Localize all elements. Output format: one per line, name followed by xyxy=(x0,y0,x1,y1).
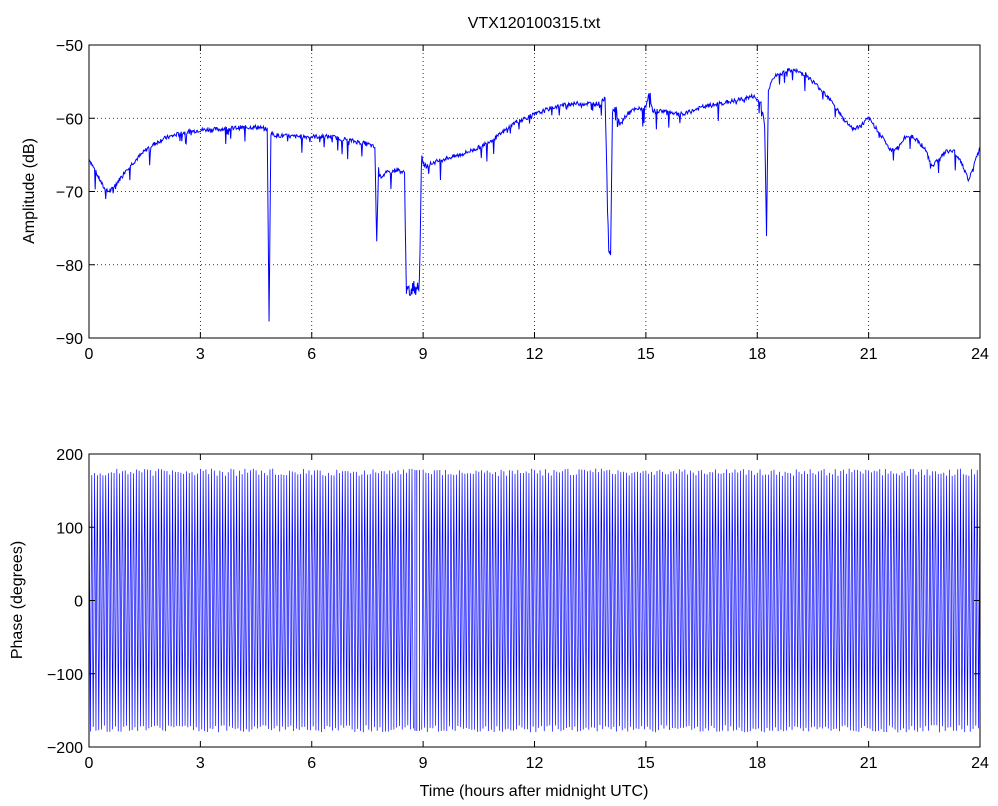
amplitude-x-tick-label: 18 xyxy=(748,346,766,363)
amplitude-ticks: 0 3 6 9 12 15 18 21 24 −90 −80 −70 −60 −50 xyxy=(56,38,989,363)
amplitude-y-tick-label: −80 xyxy=(56,258,83,275)
phase-x-tick-label: 15 xyxy=(637,755,655,772)
phase-x-tick-label: 12 xyxy=(526,755,544,772)
phase-x-tick-label: 0 xyxy=(85,755,94,772)
phase-y-tick-label: 200 xyxy=(56,447,83,464)
phase-x-tick-label: 6 xyxy=(307,755,316,772)
amplitude-axes: 0 3 6 9 12 15 18 21 24 −90 −80 −70 −60 −50 Amplitude … xyxy=(21,38,989,363)
phase-y-tick-label: −200 xyxy=(47,740,83,757)
phase-x-tick-label: 3 xyxy=(196,755,205,772)
phase-y-axis-label: Phase (degrees) xyxy=(9,541,26,659)
amplitude-y-tick-label: −70 xyxy=(56,185,83,202)
amplitude-x-tick-label: 6 xyxy=(307,346,316,363)
time-x-axis-label: Time (hours after midnight UTC) xyxy=(420,783,649,800)
phase-y-tick-label: −100 xyxy=(47,667,83,684)
amplitude-y-tick-label: −50 xyxy=(56,38,83,55)
amplitude-x-tick-label: 12 xyxy=(526,346,544,363)
phase-axes: 0 3 6 9 12 15 18 21 24 −200 −100 0 100 200 Phase (deg… xyxy=(9,447,989,800)
amplitude-plot-area xyxy=(89,45,980,338)
amplitude-x-tick-label: 24 xyxy=(971,346,989,363)
phase-series xyxy=(88,468,981,733)
amplitude-line xyxy=(88,67,981,322)
amplitude-x-tick-label: 9 xyxy=(419,346,428,363)
phase-x-tick-label: 24 xyxy=(971,755,989,772)
phase-y-tick-label: 100 xyxy=(56,520,83,537)
amplitude-y-tick-label: −90 xyxy=(56,331,83,348)
amplitude-x-tick-label: 15 xyxy=(637,346,655,363)
amplitude-x-tick-label: 3 xyxy=(196,346,205,363)
phase-x-tick-label: 21 xyxy=(860,755,878,772)
phase-line xyxy=(88,468,414,733)
amplitude-x-tick-label: 21 xyxy=(860,346,878,363)
amplitude-y-axis-label: Amplitude (dB) xyxy=(21,138,38,244)
phase-x-tick-label: 18 xyxy=(748,755,766,772)
phase-y-tick-label: 0 xyxy=(74,594,83,611)
phase-x-tick-label: 9 xyxy=(419,755,428,772)
phase-line xyxy=(421,468,981,733)
phase-ticks: 0 3 6 9 12 15 18 21 24 −200 −100 0 100 200 xyxy=(47,447,989,772)
amplitude-x-tick-label: 0 xyxy=(85,346,94,363)
amplitude-grid xyxy=(89,45,980,338)
amplitude-y-tick-label: −60 xyxy=(56,111,83,128)
amplitude-series xyxy=(88,67,981,322)
figure-title: VTX120100315.txt xyxy=(468,15,601,32)
